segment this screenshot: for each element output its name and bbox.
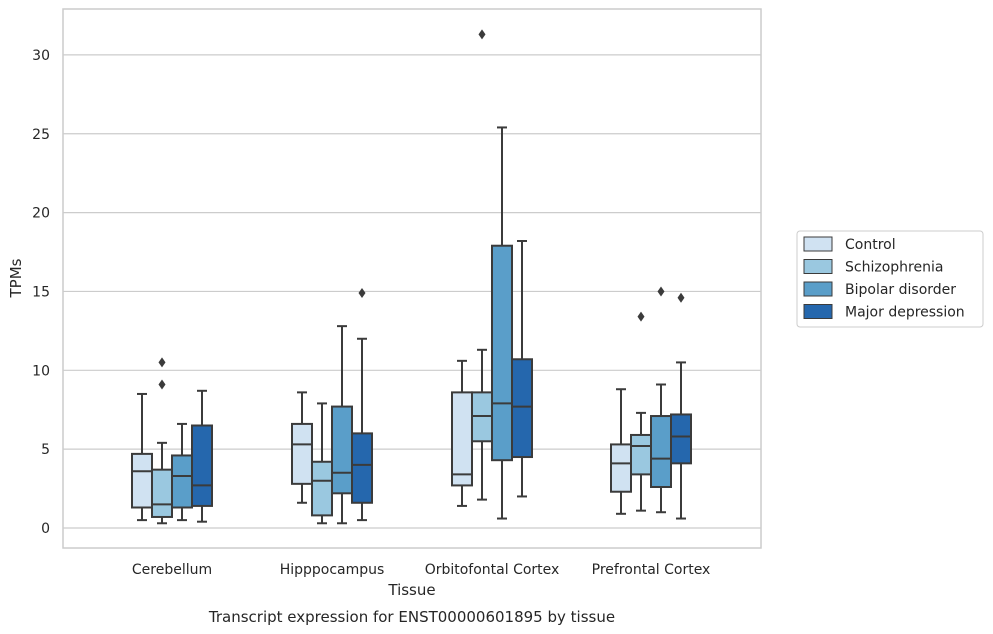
outlier-point bbox=[657, 286, 665, 297]
box-2-2 bbox=[491, 126, 513, 520]
box-1-3 bbox=[630, 311, 652, 512]
box-body bbox=[131, 452, 153, 509]
box-body bbox=[610, 443, 632, 493]
box-body bbox=[491, 244, 513, 462]
box-body bbox=[331, 405, 353, 495]
box-body bbox=[151, 468, 173, 518]
box-0-1 bbox=[291, 391, 313, 504]
outlier-point bbox=[637, 311, 645, 322]
box-1-0 bbox=[151, 357, 173, 525]
grid-lines bbox=[63, 54, 761, 529]
box-2-3 bbox=[650, 286, 672, 514]
box-1-2 bbox=[471, 29, 493, 501]
y-tick-label: 5 bbox=[41, 442, 50, 458]
box-3-2 bbox=[511, 239, 533, 498]
y-tick-label: 15 bbox=[32, 284, 50, 300]
box-body bbox=[291, 422, 313, 485]
x-tick-label: Hipppocampus bbox=[280, 562, 385, 578]
box-body bbox=[630, 433, 652, 476]
legend-swatch bbox=[803, 259, 833, 274]
legend-entry: Schizophrenia bbox=[845, 260, 943, 276]
legend-swatch bbox=[803, 281, 833, 297]
x-axis-ticks: Cerebellum Hipppocampus Orbitofontal Corte… bbox=[132, 562, 710, 578]
outlier-point bbox=[358, 288, 366, 299]
box-body bbox=[511, 358, 533, 459]
legend-swatch bbox=[803, 236, 833, 252]
figure-caption: Transcript expression for ENST0000060189… bbox=[208, 608, 615, 626]
box-body bbox=[351, 432, 373, 504]
box-0-3 bbox=[610, 388, 632, 515]
x-axis-label: Tissue bbox=[387, 581, 435, 599]
outlier-point bbox=[677, 292, 685, 303]
box-body bbox=[451, 391, 473, 487]
x-tick-label: Prefrontal Cortex bbox=[592, 562, 711, 578]
outlier-point bbox=[478, 29, 486, 40]
y-tick-label: 20 bbox=[32, 206, 50, 222]
outlier-point bbox=[158, 357, 166, 368]
y-tick-label: 0 bbox=[41, 521, 50, 537]
y-axis-label: TPMs bbox=[7, 258, 25, 298]
legend-swatch bbox=[803, 304, 833, 319]
box-1-1 bbox=[311, 402, 333, 525]
box-2-0 bbox=[171, 422, 193, 522]
legend: Control Schizophrenia Bipolar disorder Majo… bbox=[796, 230, 984, 328]
box-body bbox=[670, 413, 692, 465]
boxes bbox=[131, 29, 692, 525]
box-0-2 bbox=[451, 359, 473, 507]
plot-frame bbox=[62, 8, 762, 549]
x-tick-label: Cerebellum bbox=[132, 562, 212, 578]
legend-entry: Major depression bbox=[845, 305, 965, 321]
box-3-3 bbox=[670, 292, 692, 520]
box-3-0 bbox=[191, 389, 213, 523]
box-body bbox=[650, 415, 672, 488]
box-body bbox=[171, 454, 193, 509]
legend-frame bbox=[796, 230, 984, 328]
y-axis-ticks: 0 5 10 15 20 25 30 bbox=[32, 48, 50, 537]
box-0-0 bbox=[131, 392, 153, 522]
box-3-1 bbox=[351, 288, 373, 522]
outlier-point bbox=[158, 379, 166, 390]
box-2-1 bbox=[331, 325, 353, 525]
legend-entry: Bipolar disorder bbox=[845, 282, 956, 298]
y-tick-label: 30 bbox=[32, 48, 50, 64]
y-tick-label: 25 bbox=[32, 127, 50, 143]
y-tick-label: 10 bbox=[32, 363, 50, 379]
box-body bbox=[191, 424, 213, 507]
x-tick-label: Orbitofontal Cortex bbox=[425, 562, 560, 578]
box-body bbox=[311, 460, 333, 517]
legend-entry: Control bbox=[845, 237, 896, 253]
